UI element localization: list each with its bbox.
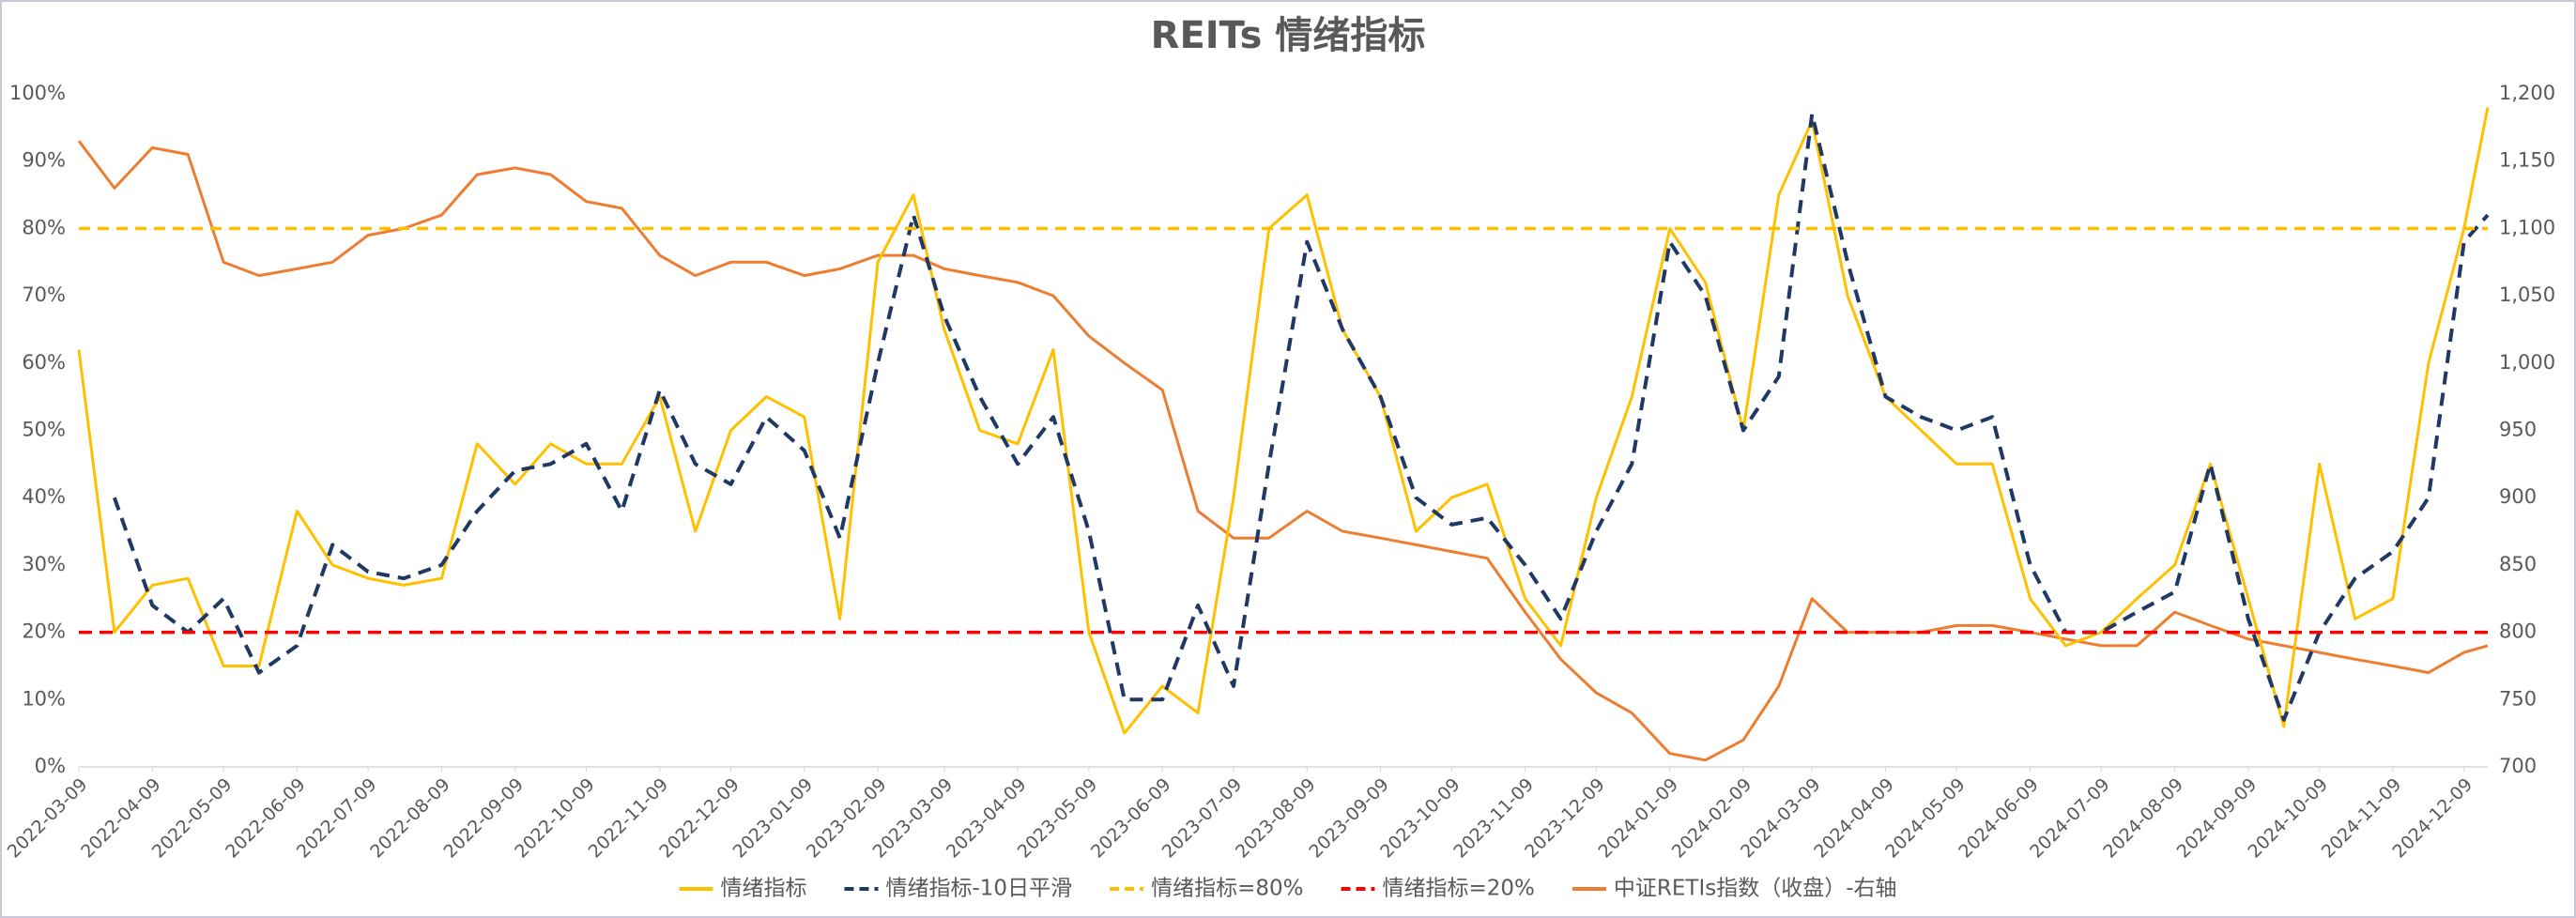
series-line (77, 107, 2490, 735)
legend-label: 中证RETIs指数（收盘）-右轴 (1614, 877, 1897, 901)
y2-tick-label: 1,200 (2499, 82, 2555, 104)
series-line (113, 112, 2490, 722)
legend-label: 情绪指标=80% (1151, 877, 1303, 901)
y-tick-label: 0% (35, 755, 66, 777)
legend-label: 情绪指标 (721, 877, 807, 901)
y-tick-label: 60% (22, 351, 66, 374)
y-tick-label: 90% (22, 149, 66, 172)
y-tick-label: 30% (22, 553, 66, 575)
y2-tick-label: 1,150 (2499, 149, 2555, 172)
y-tick-label: 20% (22, 620, 66, 643)
y-tick-label: 10% (22, 687, 66, 710)
y2-tick-label: 900 (2499, 485, 2537, 508)
y2-tick-label: 1,100 (2499, 216, 2555, 238)
y2-tick-label: 750 (2499, 687, 2537, 710)
y-tick-label: 50% (22, 419, 66, 441)
y-tick-label: 70% (22, 283, 66, 306)
y2-tick-label: 800 (2499, 620, 2537, 643)
y-tick-label: 80% (22, 216, 66, 238)
y2-tick-label: 1,000 (2499, 351, 2555, 374)
chart-title: REITs 情绪指标 (1151, 14, 1426, 57)
y-tick-label: 40% (22, 485, 66, 508)
series-line (77, 140, 2489, 762)
y2-tick-label: 700 (2499, 755, 2537, 777)
legend-label: 情绪指标=20% (1382, 877, 1534, 901)
y2-tick-label: 950 (2499, 419, 2537, 441)
legend-label: 情绪指标-10日平滑 (886, 877, 1073, 901)
y2-tick-label: 850 (2499, 553, 2537, 575)
legend: 情绪指标 情绪指标-10日平滑 情绪指标=80% 情绪指标=20% 中证RETIs指数（… (679, 877, 1897, 901)
y-tick-label: 100% (9, 82, 66, 104)
y2-tick-label: 1,050 (2499, 283, 2555, 306)
